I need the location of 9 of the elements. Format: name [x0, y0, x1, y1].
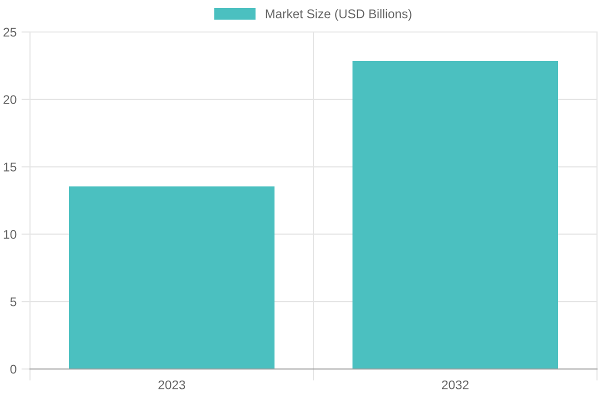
y-tick-label: 15 [4, 162, 16, 172]
y-tick-label: 25 [4, 28, 16, 37]
y-tick-label: 0 [10, 364, 16, 374]
x-tick-label: 2032 [442, 380, 469, 390]
y-tick-label: 5 [10, 298, 16, 306]
legend-label: Market Size (USD Billions) [266, 9, 412, 21]
y-tick-label: 20 [4, 95, 16, 104]
x-tick-label: 2023 [158, 380, 186, 390]
y-tick-label: 10 [4, 230, 16, 239]
